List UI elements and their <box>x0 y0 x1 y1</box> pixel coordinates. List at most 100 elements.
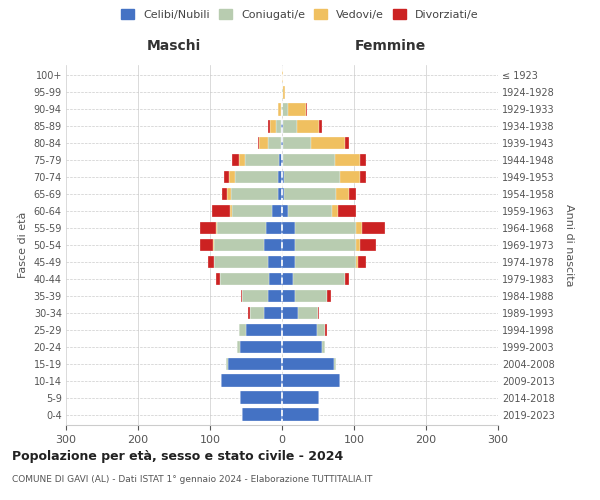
Bar <box>288 103 306 116</box>
Bar <box>268 290 282 302</box>
Bar <box>356 238 360 252</box>
Bar <box>275 120 281 132</box>
Bar <box>338 204 356 218</box>
Bar <box>334 358 336 370</box>
Text: Femmine: Femmine <box>355 38 425 52</box>
Bar <box>295 290 328 302</box>
Bar <box>221 188 227 200</box>
Bar <box>297 120 319 132</box>
Bar <box>282 136 283 149</box>
Text: COMUNE DI GAVI (AL) - Dati ISTAT 1° gennaio 2024 - Elaborazione TUTTITALIA.IT: COMUNE DI GAVI (AL) - Dati ISTAT 1° genn… <box>12 475 373 484</box>
Bar <box>213 238 214 252</box>
Bar <box>245 154 279 166</box>
Bar <box>270 120 275 132</box>
Bar <box>282 256 295 268</box>
Bar <box>356 256 358 268</box>
Bar <box>200 238 213 252</box>
Bar <box>272 204 282 218</box>
Bar <box>317 324 325 336</box>
Bar <box>246 324 282 336</box>
Bar <box>269 272 282 285</box>
Bar <box>282 86 283 99</box>
Bar <box>346 272 349 285</box>
Bar <box>264 238 282 252</box>
Bar <box>235 170 278 183</box>
Bar <box>241 290 242 302</box>
Bar <box>282 204 288 218</box>
Bar <box>258 136 259 149</box>
Bar <box>278 170 282 183</box>
Bar <box>217 272 220 285</box>
Bar <box>282 408 319 421</box>
Bar <box>268 136 281 149</box>
Bar <box>322 340 325 353</box>
Bar <box>214 256 268 268</box>
Text: Popolazione per età, sesso e stato civile - 2024: Popolazione per età, sesso e stato civil… <box>12 450 343 463</box>
Bar <box>221 374 282 387</box>
Bar <box>349 188 356 200</box>
Bar <box>282 238 295 252</box>
Bar <box>248 306 250 320</box>
Bar <box>293 272 344 285</box>
Bar <box>328 290 331 302</box>
Bar <box>279 154 282 166</box>
Bar <box>282 154 283 166</box>
Bar <box>282 222 295 234</box>
Bar <box>306 103 307 116</box>
Bar <box>281 120 282 132</box>
Bar <box>361 170 366 183</box>
Bar <box>208 256 214 268</box>
Bar <box>284 188 336 200</box>
Bar <box>298 306 318 320</box>
Bar <box>228 358 282 370</box>
Bar <box>282 272 293 285</box>
Bar <box>232 154 239 166</box>
Bar <box>220 272 269 285</box>
Bar <box>319 120 322 132</box>
Bar <box>318 306 319 320</box>
Bar <box>242 408 282 421</box>
Bar <box>282 290 295 302</box>
Bar <box>229 170 235 183</box>
Legend: Celibi/Nubili, Coniugati/e, Vedovi/e, Divorziati/e: Celibi/Nubili, Coniugati/e, Vedovi/e, Di… <box>118 6 482 23</box>
Bar <box>212 204 230 218</box>
Bar <box>217 222 266 234</box>
Bar <box>231 188 278 200</box>
Text: Maschi: Maschi <box>147 38 201 52</box>
Bar <box>278 103 281 116</box>
Bar <box>259 136 268 149</box>
Bar <box>266 222 282 234</box>
Bar <box>264 306 282 320</box>
Bar <box>232 204 272 218</box>
Bar <box>340 170 361 183</box>
Bar <box>311 136 346 149</box>
Bar <box>282 170 284 183</box>
Bar <box>281 136 282 149</box>
Bar <box>227 188 231 200</box>
Bar <box>288 204 332 218</box>
Bar <box>214 238 264 252</box>
Bar <box>335 154 361 166</box>
Bar <box>216 222 217 234</box>
Bar <box>282 340 322 353</box>
Bar <box>240 340 282 353</box>
Bar <box>282 392 319 404</box>
Bar <box>362 222 385 234</box>
Bar <box>224 170 229 183</box>
Y-axis label: Anni di nascita: Anni di nascita <box>565 204 574 286</box>
Bar <box>336 188 349 200</box>
Bar <box>295 238 356 252</box>
Bar <box>282 374 340 387</box>
Bar <box>346 136 349 149</box>
Bar <box>295 222 356 234</box>
Bar <box>268 256 282 268</box>
Bar <box>283 154 335 166</box>
Bar <box>230 204 232 218</box>
Bar <box>358 256 366 268</box>
Bar <box>325 324 326 336</box>
Bar <box>239 154 245 166</box>
Bar <box>283 136 311 149</box>
Bar <box>282 188 284 200</box>
Bar <box>282 306 298 320</box>
Bar <box>284 170 340 183</box>
